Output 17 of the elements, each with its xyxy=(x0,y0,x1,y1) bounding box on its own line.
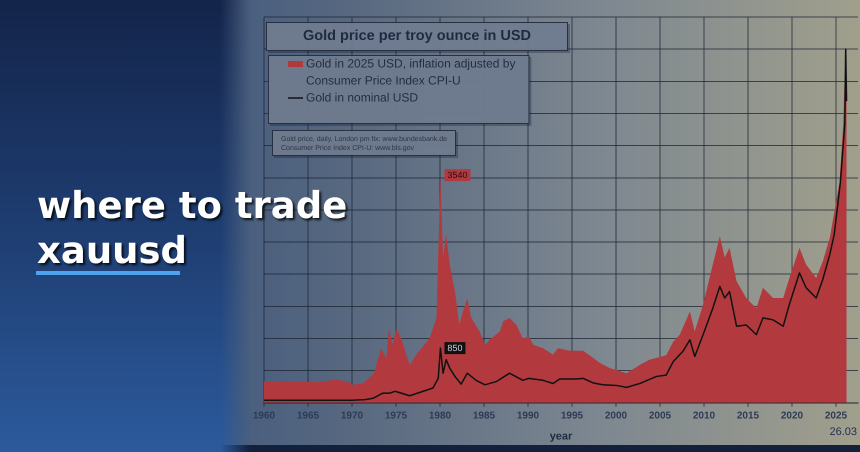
annotation: where to trade xauusd xyxy=(37,183,348,273)
x-tick-label: 2010 xyxy=(692,410,716,422)
x-tick-label: 2025 xyxy=(824,410,848,422)
legend-label: Gold in 2025 USD, inflation adjusted by Consumer Price Index CPI-U xyxy=(306,56,516,88)
data-label: 850 xyxy=(447,343,462,354)
x-tick-label: 1985 xyxy=(472,410,496,422)
legend-label: Gold in nominal USD xyxy=(306,90,418,104)
x-tick-label: 2015 xyxy=(736,410,760,422)
x-tick-label: 2000 xyxy=(604,410,628,422)
x-tick-label: 1990 xyxy=(516,410,540,422)
x-tick-label: 1980 xyxy=(428,410,452,422)
text: 26.03 xyxy=(829,426,857,438)
x-tick-label: 2020 xyxy=(780,410,804,422)
x-tick-label: 1995 xyxy=(560,410,584,422)
data-label: 3540 xyxy=(447,170,468,180)
x-tick-label: 2005 xyxy=(648,410,672,422)
x-axis-title: year xyxy=(550,430,574,442)
